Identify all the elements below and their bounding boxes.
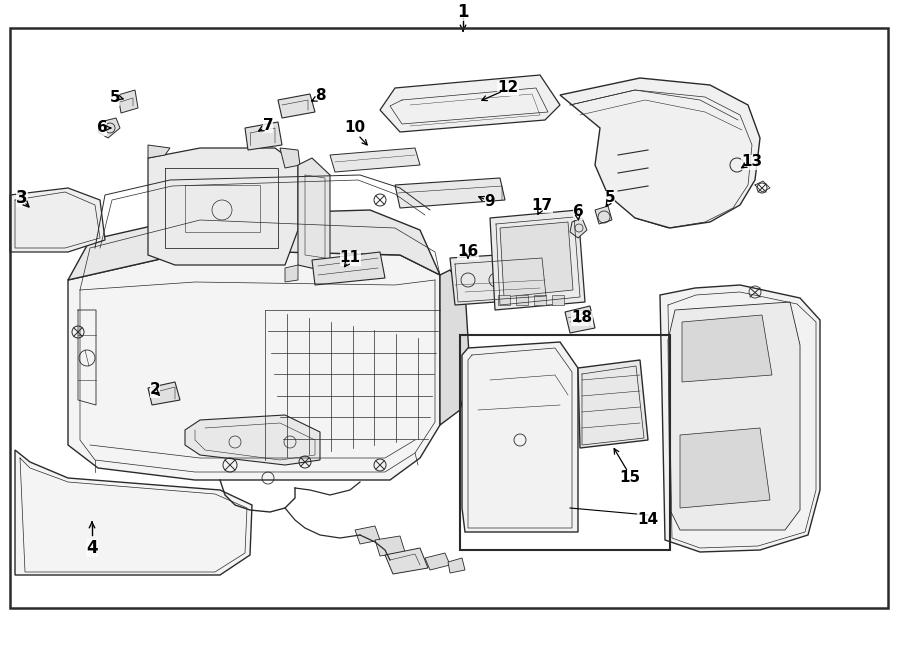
Bar (498, 295, 510, 305)
Polygon shape (682, 315, 772, 382)
Polygon shape (98, 118, 120, 138)
Polygon shape (298, 158, 330, 270)
Text: 11: 11 (339, 251, 361, 266)
Polygon shape (425, 553, 450, 570)
Polygon shape (148, 145, 170, 158)
Polygon shape (312, 252, 385, 285)
Polygon shape (448, 558, 465, 573)
Polygon shape (245, 122, 282, 150)
Polygon shape (118, 90, 138, 113)
Text: 9: 9 (485, 194, 495, 210)
Polygon shape (148, 148, 298, 265)
Text: 5: 5 (110, 91, 121, 106)
Polygon shape (490, 210, 585, 310)
Polygon shape (375, 536, 405, 556)
Polygon shape (285, 265, 298, 282)
Polygon shape (330, 148, 420, 172)
Text: 6: 6 (96, 120, 107, 136)
Polygon shape (578, 360, 648, 448)
Text: 6: 6 (572, 204, 583, 219)
Bar (460, 335, 670, 550)
Text: 3: 3 (16, 189, 28, 207)
Polygon shape (660, 285, 820, 552)
Text: 8: 8 (315, 89, 325, 104)
Polygon shape (148, 382, 180, 405)
Polygon shape (68, 250, 440, 480)
Polygon shape (450, 252, 550, 305)
Text: 13: 13 (742, 155, 762, 169)
Bar (552, 295, 564, 305)
Text: 4: 4 (86, 539, 98, 557)
Polygon shape (10, 188, 105, 252)
Polygon shape (560, 78, 760, 228)
Polygon shape (278, 94, 315, 118)
Text: 18: 18 (572, 311, 592, 325)
Polygon shape (595, 206, 612, 224)
Text: 17: 17 (531, 198, 553, 212)
Polygon shape (570, 218, 587, 238)
Polygon shape (185, 415, 320, 465)
Polygon shape (385, 548, 428, 574)
Polygon shape (355, 526, 380, 544)
Polygon shape (15, 450, 252, 575)
Polygon shape (668, 302, 800, 530)
Polygon shape (565, 306, 595, 333)
Polygon shape (680, 428, 770, 508)
Polygon shape (68, 210, 440, 280)
Polygon shape (500, 222, 573, 297)
Polygon shape (395, 178, 505, 208)
Text: 2: 2 (149, 383, 160, 397)
Text: 14: 14 (637, 512, 659, 527)
Polygon shape (440, 270, 470, 425)
Polygon shape (462, 342, 578, 532)
Text: 12: 12 (498, 81, 518, 95)
Text: 5: 5 (605, 190, 616, 206)
Text: 15: 15 (619, 471, 641, 485)
Bar (516, 295, 528, 305)
Polygon shape (280, 148, 300, 168)
Polygon shape (380, 75, 560, 132)
Text: 1: 1 (457, 3, 469, 21)
Text: 16: 16 (457, 245, 479, 260)
Bar (10, 28, 888, 608)
Text: 7: 7 (263, 118, 274, 132)
Text: 10: 10 (345, 120, 365, 136)
Bar (534, 295, 546, 305)
